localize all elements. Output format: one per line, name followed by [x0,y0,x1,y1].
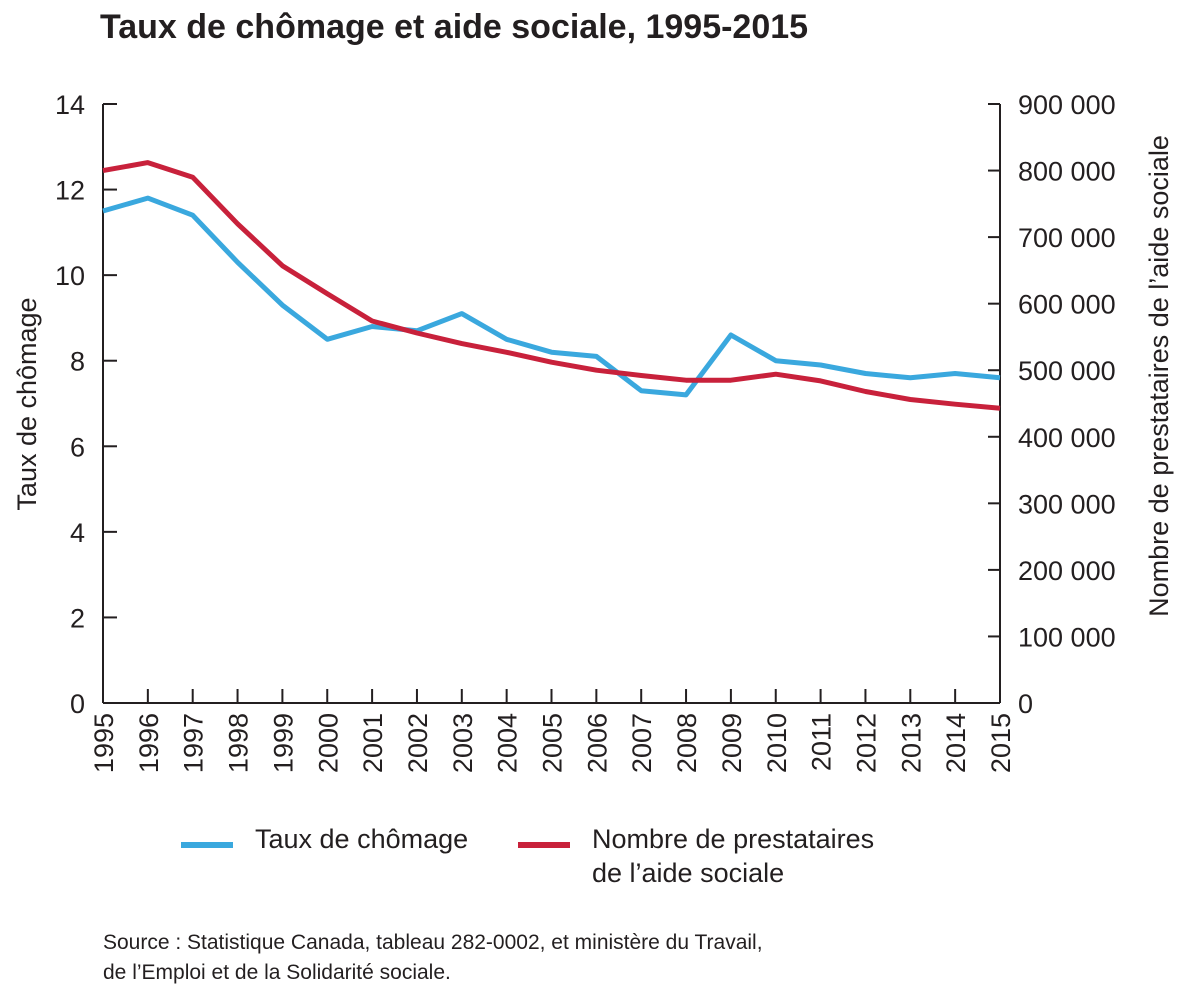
source-line-1: Source : Statistique Canada, tableau 282… [103,931,763,954]
x-tick-label: 2010 [762,713,792,773]
y-left-tick-label: 10 [55,261,85,291]
x-tick-label: 2011 [807,713,837,771]
source-note: Source : Statistique Canada, tableau 282… [103,928,763,988]
y-right-tick-label: 800 000 [1018,157,1116,187]
x-tick-label: 2007 [627,713,657,773]
x-tick-label: 2013 [896,713,926,773]
y-axis-right-label: Nombre de prestataires de l’aide sociale [1144,135,1174,617]
x-tick-label: 1995 [89,713,119,773]
y-right-tick-label: 900 000 [1018,90,1116,120]
x-tick-label: 2000 [313,713,343,773]
y-right-tick-label: 200 000 [1018,556,1116,586]
y-right-tick-label: 300 000 [1018,489,1116,519]
x-tick-label: 2006 [582,713,612,773]
y-right-tick-label: 400 000 [1018,423,1116,453]
chart-axes: 0 2 4 6 8 10 12 14 0 100 000 200 000 300 000 400 000… [55,90,1116,773]
y-left-tick-label: 14 [55,90,85,120]
x-tick-label: 2014 [941,713,971,773]
legend-label-unemployment: Taux de chômage [255,824,469,854]
y-left-tick-label: 2 [70,603,85,633]
chart-title: Taux de chômage et aide sociale, 1995-20… [100,8,809,46]
legend-label-welfare: Nombre de prestataires de l’aide sociale [592,822,874,890]
x-tick-label: 2015 [986,713,1016,773]
welfare-recipients-line [102,160,1001,411]
y-right-tick-label: 600 000 [1018,290,1116,320]
y-left-tick-label: 0 [70,689,85,719]
x-tick-label: 1996 [134,713,164,773]
y-right-tick-label: 0 [1018,689,1033,719]
x-tick-label: 2002 [403,713,433,773]
y-right-tick-label: 100 000 [1018,622,1116,652]
y-right-tick-label: 700 000 [1018,223,1116,253]
x-tick-label: 2005 [538,713,568,773]
x-tick-label: 2008 [672,713,702,773]
legend-swatch-unemployment [181,842,233,848]
source-line-2: de l’Emploi et de la Solidarité sociale. [103,961,451,984]
x-tick-label: 1997 [179,713,209,773]
chart-series [102,160,1001,411]
y-right-tick-label: 500 000 [1018,356,1116,386]
y-left-tick-label: 12 [55,176,85,206]
legend-swatch-welfare [518,842,570,848]
x-tick-label: 2001 [358,713,388,773]
unemployment-rate-line [102,195,1001,398]
y-left-tick-label: 4 [70,518,85,548]
x-tick-label: 2012 [851,713,881,773]
x-tick-label: 1998 [224,713,254,773]
y-left-tick-label: 8 [70,347,85,377]
y-left-tick-label: 6 [70,432,85,462]
x-tick-label: 2003 [448,713,478,773]
y-axis-left-label: Taux de chômage [12,297,42,510]
x-tick-label: 1999 [268,713,298,773]
x-tick-label: 2009 [717,713,747,773]
legend-label-welfare-line2: de l’aide sociale [592,858,785,888]
x-tick-label: 2004 [493,713,523,773]
legend-label-welfare-line1: Nombre de prestataires [592,824,875,854]
